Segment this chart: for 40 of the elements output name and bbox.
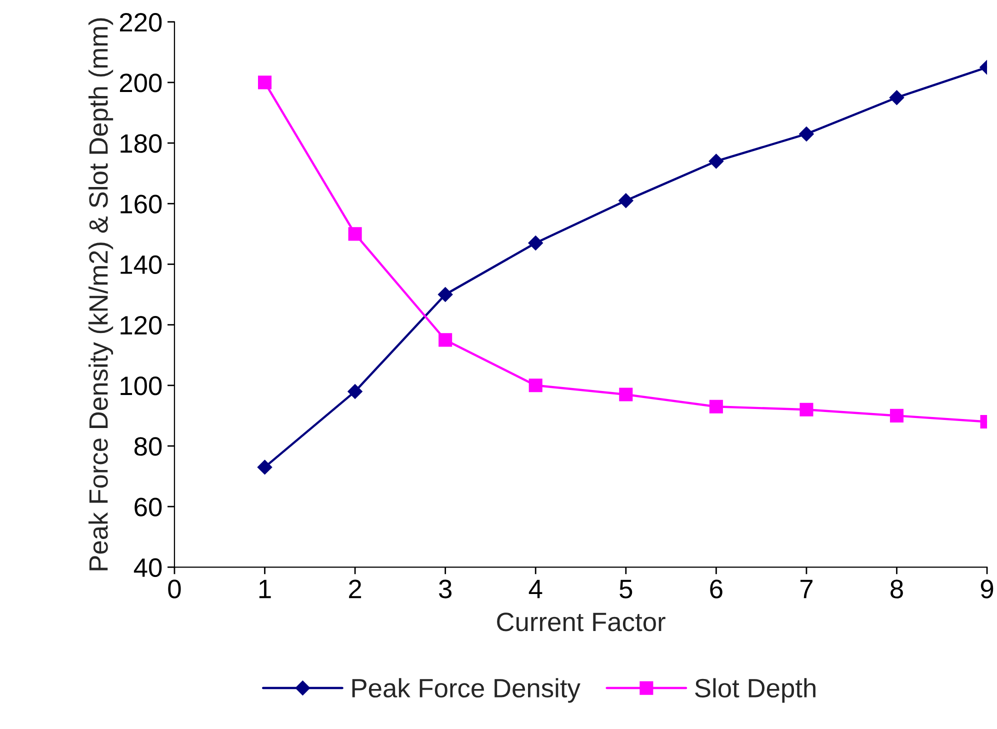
point <box>258 76 272 90</box>
x-tick-label: 6 <box>710 580 722 598</box>
legend-label: Peak Force Density <box>352 678 580 703</box>
point <box>799 126 814 142</box>
x-tick-label: 7 <box>800 580 812 598</box>
x-tick-label: 3 <box>438 580 452 598</box>
legend-label: Slot Depth <box>695 678 816 703</box>
x-tick-label: 2 <box>349 580 362 598</box>
point <box>890 408 904 422</box>
y-tick-label: 60 <box>134 498 162 516</box>
point <box>438 287 453 302</box>
y-tick-label: 160 <box>120 194 162 214</box>
point <box>348 384 362 399</box>
point <box>619 388 633 402</box>
y-axis-title: Peak Force Density (kN/m2) & Slot Depth (mm) <box>88 18 114 570</box>
x-tick-label: 5 <box>620 580 632 598</box>
point <box>348 227 362 241</box>
y-tick-label: 80 <box>134 437 162 456</box>
point <box>618 193 634 208</box>
y-tick-label: 180 <box>120 134 162 153</box>
x-tick-label: 8 <box>890 580 903 598</box>
x-tick-label: 4 <box>528 580 542 598</box>
point <box>528 378 542 392</box>
y-tick-label: 120 <box>120 316 162 335</box>
point <box>528 236 544 250</box>
x-tick-label: 0 <box>168 580 181 598</box>
y-tick-label: 220 <box>120 13 162 32</box>
point <box>438 333 452 347</box>
x-axis-title: Current Factor <box>497 612 666 632</box>
x-tick-label: 9 <box>980 580 994 598</box>
point <box>889 90 904 105</box>
y-tick-label: 140 <box>120 255 162 274</box>
x-tick-label: 1 <box>259 580 271 598</box>
point <box>709 400 723 414</box>
point <box>800 402 814 416</box>
y-tick-label: 40 <box>134 558 162 577</box>
y-tick-label: 200 <box>120 74 162 92</box>
point <box>708 154 724 169</box>
point <box>257 460 272 475</box>
y-tick-label: 100 <box>120 376 162 396</box>
